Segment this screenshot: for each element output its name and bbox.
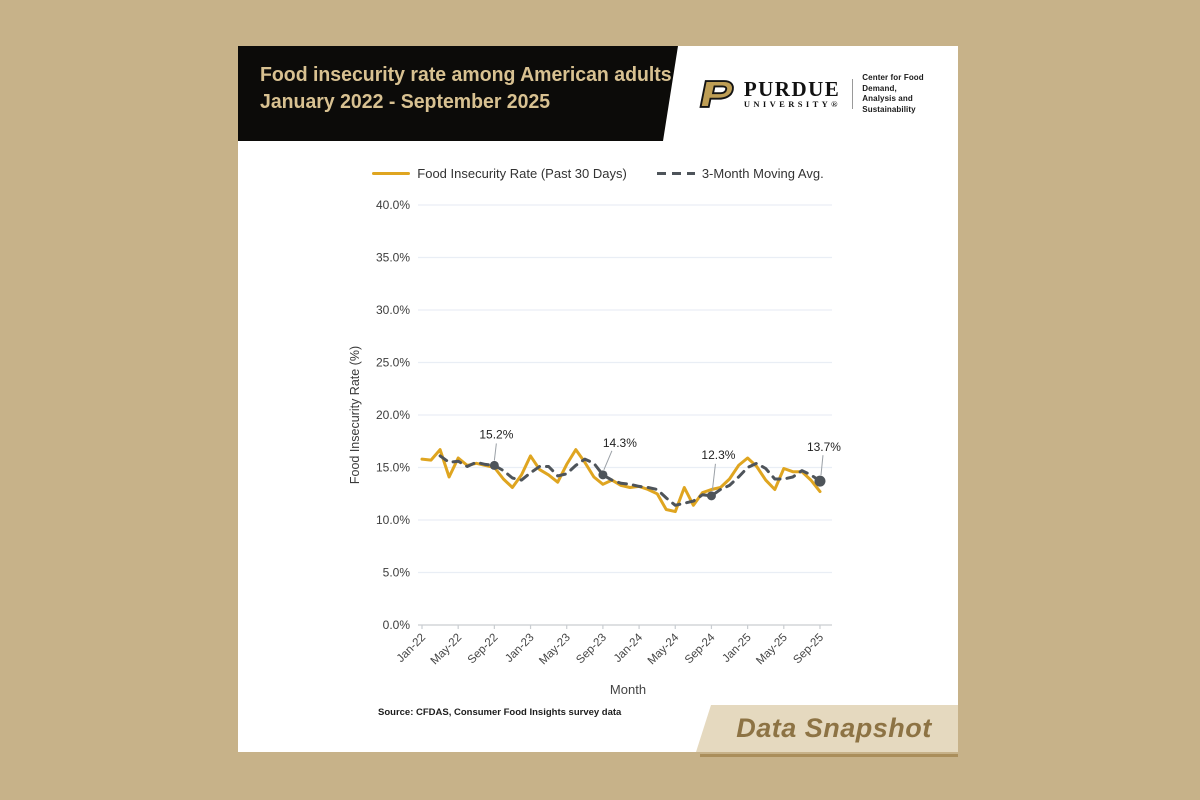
- legend-label-moving-avg: 3-Month Moving Avg.: [701, 166, 824, 181]
- y-tick-label: 20.0%: [376, 408, 410, 422]
- chart-title-line1: Food insecurity rate among American adul…: [260, 63, 678, 86]
- center-name-line2: Analysis and Sustainability: [862, 94, 916, 114]
- y-tick-label: 5.0%: [383, 566, 411, 580]
- x-tick-label: Jan-25: [720, 632, 753, 665]
- y-tick-label: 35.0%: [376, 251, 410, 265]
- x-tick-label: Sep-23: [574, 632, 609, 667]
- fi-rate-line: [420, 448, 822, 514]
- annotation-label: 12.3%: [701, 448, 735, 462]
- header-banner: Food insecurity rate among American adul…: [238, 46, 678, 141]
- legend-item-moving-avg: 3-Month Moving Avg.: [656, 166, 824, 181]
- chart-title-line2: January 2022 - September 2025: [260, 90, 551, 113]
- x-tick-label: Jan-23: [503, 632, 536, 665]
- legend-solid-line-icon: [372, 171, 411, 176]
- annotation-connector: [820, 455, 824, 476]
- legend-label-fi-rate: Food Insecurity Rate (Past 30 Days): [417, 166, 627, 181]
- annotation-label: 13.7%: [807, 440, 841, 454]
- line-chart: 0.0% 5.0% 10.0% 15.0% 20.0% 25.0% 30.0% 35.0% 40…: [348, 198, 841, 697]
- data-snapshot-underline: [700, 754, 958, 757]
- x-axis-title: Month: [610, 682, 646, 697]
- x-tick-label: Sep-22: [466, 632, 501, 667]
- annotation-connector: [603, 450, 613, 471]
- annotation-connector: [493, 443, 497, 461]
- annotation-connector: [711, 463, 716, 490]
- center-name-block: Center for Food Demand, Analysis and Sus…: [862, 73, 958, 115]
- y-tick-label: 30.0%: [376, 303, 410, 317]
- chart-title: Food insecurity rate among American adul…: [260, 61, 677, 115]
- y-tick-label: 0.0%: [383, 618, 411, 632]
- data-snapshot-label: Data Snapshot: [736, 713, 932, 743]
- x-tick-label: Sep-25: [791, 632, 826, 667]
- moving-avg-line: [438, 454, 822, 507]
- chart-legend: Food Insecurity Rate (Past 30 Days) 3-Mo…: [238, 166, 958, 181]
- moving-avg-point: [706, 491, 716, 501]
- legend-dashed-line-icon: [656, 171, 695, 176]
- x-tick-label: May-25: [754, 632, 790, 668]
- infographic-card: Food insecurity rate among American adul…: [238, 46, 958, 752]
- moving-avg-point: [489, 460, 499, 470]
- source-citation: Source: CFDAS, Consumer Food Insights su…: [378, 707, 622, 718]
- annotation-label: 15.2%: [479, 427, 513, 441]
- y-tick-label: 10.0%: [376, 513, 410, 527]
- purdue-wordmark: PURDUE: [743, 76, 841, 101]
- y-tick-label: 40.0%: [376, 198, 410, 212]
- brand-divider: [851, 79, 854, 109]
- x-tick-label: May-22: [429, 632, 465, 668]
- purdue-p-icon: [699, 80, 734, 108]
- moving-avg-point: [598, 470, 608, 480]
- y-tick-label: 15.0%: [376, 461, 410, 475]
- purdue-wordmark-block: PURDUE UNIVERSITY®: [743, 76, 841, 110]
- purdue-university-text: UNIVERSITY®: [743, 98, 841, 109]
- y-tick-label: 25.0%: [376, 356, 410, 370]
- data-snapshot-banner: Data Snapshot: [696, 705, 958, 752]
- y-axis-title: Food Insecurity Rate (%): [348, 346, 362, 484]
- purdue-logo: PURDUE UNIVERSITY® Center for Food Deman…: [698, 73, 958, 115]
- x-tick-label: May-23: [537, 632, 573, 668]
- annotation-label: 14.3%: [603, 436, 637, 450]
- x-tick-label: Jan-22: [395, 632, 428, 665]
- legend-item-fi-rate: Food Insecurity Rate (Past 30 Days): [372, 166, 627, 181]
- x-tick-label: Sep-24: [683, 631, 718, 666]
- x-tick-label: Jan-24: [612, 631, 646, 665]
- moving-avg-point: [814, 475, 826, 487]
- x-tick-label: May-24: [646, 631, 682, 667]
- center-name-line1: Center for Food Demand,: [862, 73, 924, 93]
